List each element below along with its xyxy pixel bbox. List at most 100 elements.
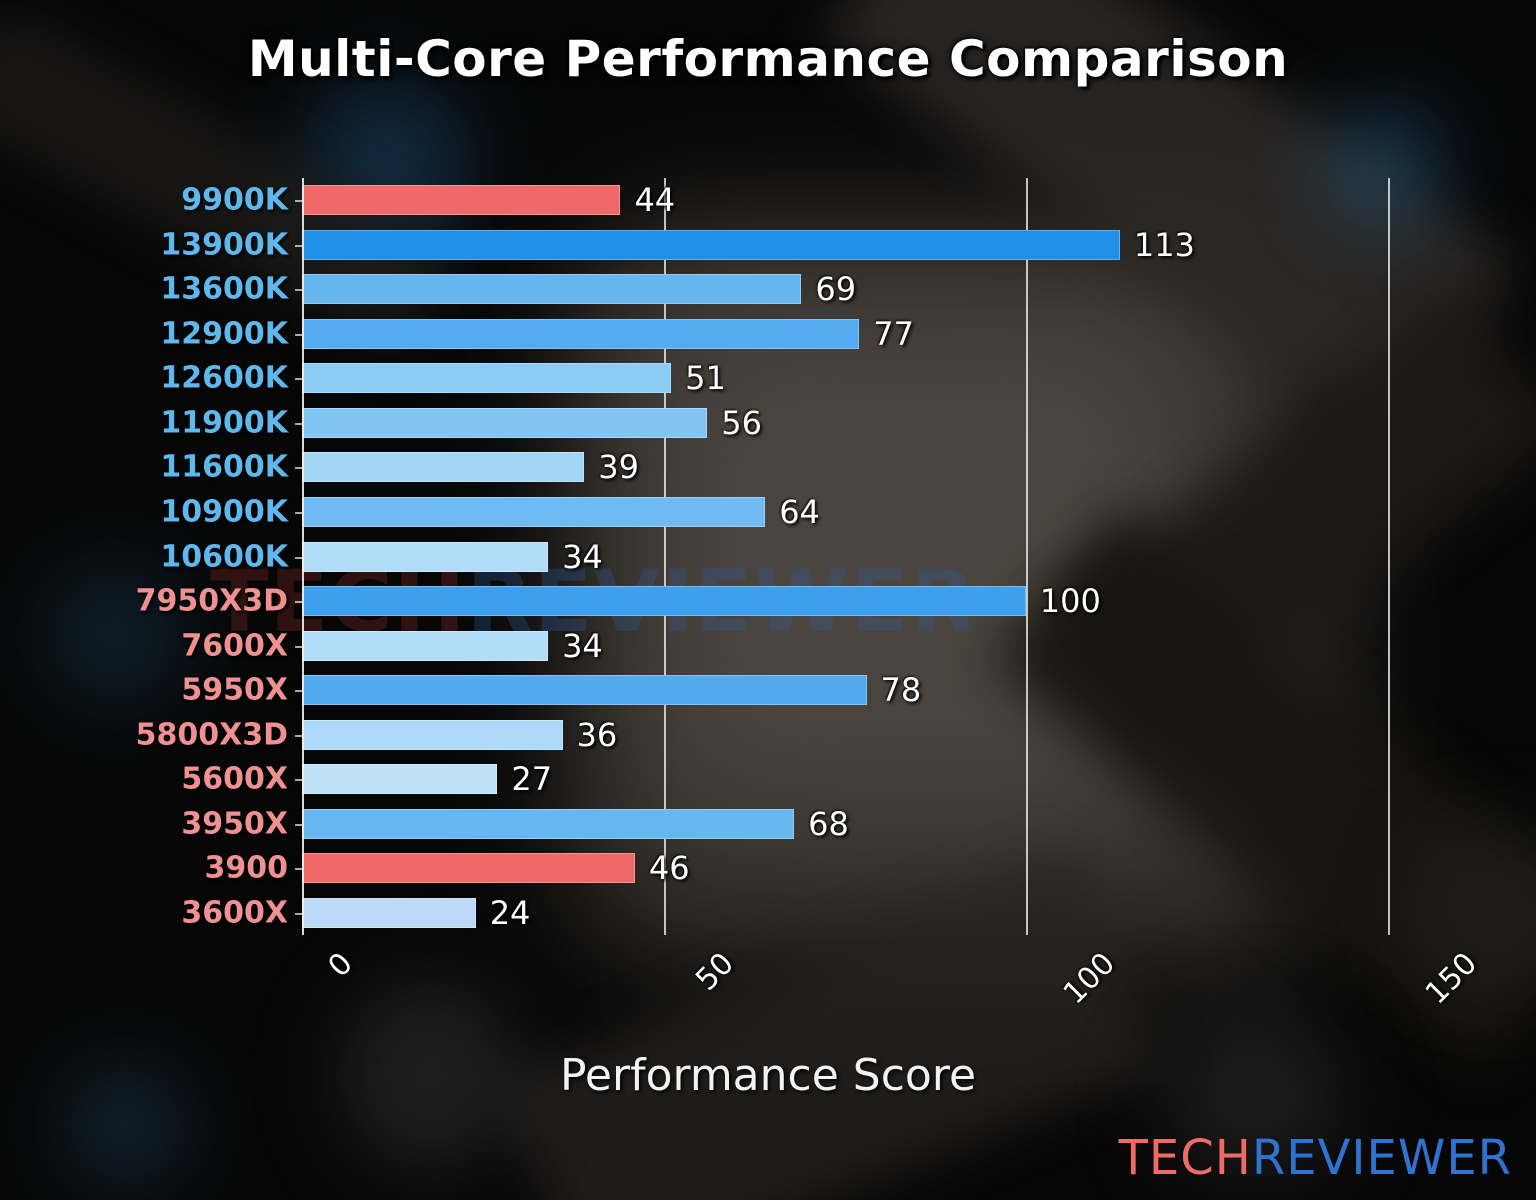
x-axis-tick-label: 150 (1418, 946, 1484, 1012)
bar[interactable] (302, 407, 708, 438)
bg-bokeh (1420, 830, 1536, 980)
bar[interactable] (302, 675, 867, 706)
y-axis-tick (295, 912, 303, 915)
bar[interactable] (302, 452, 585, 483)
bar[interactable] (302, 274, 802, 305)
bar-row: 39 (302, 448, 1460, 486)
bar-value-label: 44 (634, 181, 676, 220)
y-axis-category-label: 12600K (160, 360, 288, 396)
bar-value-label: 39 (598, 448, 639, 487)
bar[interactable] (302, 318, 860, 349)
bar-row: 44 (302, 181, 1460, 219)
brand-logo: TECHREVIEWER (1119, 1130, 1512, 1186)
bar[interactable] (302, 897, 476, 928)
bar[interactable] (302, 764, 498, 795)
x-axis-tick-label: 0 (321, 946, 360, 985)
y-axis-tick (295, 823, 303, 826)
y-axis-tick (295, 422, 303, 425)
y-axis-category-label: 5950X (181, 672, 288, 708)
y-axis-tick (295, 690, 303, 693)
bar-value-label: 56 (721, 403, 763, 442)
bar[interactable] (302, 586, 1026, 617)
plot-region: 44 113 69 77 51 56 39 64 34 100 34 78 36 27 68 46 24 (295, 178, 1460, 935)
y-axis-tick (295, 200, 303, 203)
bar-row: 64 (302, 493, 1460, 531)
y-axis-tick (295, 734, 303, 737)
bar-row: 113 (302, 226, 1460, 264)
bar-value-label: 34 (562, 626, 603, 665)
bar[interactable] (302, 363, 672, 394)
y-axis-line (302, 178, 304, 935)
x-axis-tick-label: 100 (1056, 946, 1122, 1012)
bar[interactable] (302, 808, 795, 839)
bar-row: 34 (302, 627, 1460, 665)
chart-title: Multi-Core Performance Comparison (247, 30, 1289, 88)
bar-row: 100 (302, 582, 1460, 620)
y-axis-category-label: 7950X3D (135, 583, 288, 619)
y-axis-category-label: 7600X (181, 628, 288, 664)
y-axis-category-label: 13900K (160, 227, 288, 263)
bar-row: 24 (302, 894, 1460, 932)
y-axis-tick (295, 645, 303, 648)
y-axis-category-label: 10900K (160, 494, 288, 530)
bar[interactable] (302, 229, 1120, 260)
logo-tech: TECH (1118, 1130, 1252, 1186)
bar-value-label: 68 (808, 804, 849, 843)
bar-row: 46 (302, 849, 1460, 887)
logo-reviewer: REVIEWER (1251, 1130, 1512, 1186)
y-axis-tick (295, 467, 303, 470)
y-axis-category-label: 9900K (181, 182, 288, 218)
y-axis-category-label: 11600K (160, 449, 288, 485)
bar-value-label: 24 (489, 893, 531, 932)
bar-value-label: 46 (648, 849, 690, 888)
bar-row: 56 (302, 404, 1460, 442)
y-axis-category-label: 3600X (181, 895, 288, 931)
bar-row: 68 (302, 805, 1460, 843)
bar-row: 69 (302, 270, 1460, 308)
bar[interactable] (302, 496, 766, 527)
bar-value-label: 64 (779, 492, 820, 531)
bar-value-label: 77 (873, 314, 914, 353)
y-axis-category-label: 5600X (181, 761, 288, 797)
bar-value-label: 34 (562, 537, 603, 576)
x-axis-tick-label: 50 (689, 946, 741, 998)
y-axis-tick (295, 244, 303, 247)
bg-bokeh (1330, 110, 1440, 220)
bar-row: 77 (302, 315, 1460, 353)
bar-row: 27 (302, 760, 1460, 798)
x-axis-label: Performance Score (559, 1050, 977, 1101)
y-axis-tick (295, 601, 303, 604)
bar-row: 36 (302, 716, 1460, 754)
y-axis-category-label: 10600K (160, 539, 288, 574)
bg-bokeh (340, 980, 520, 1170)
y-axis-tick (295, 378, 303, 381)
y-axis-tick (295, 868, 303, 871)
gridline (663, 178, 666, 935)
bar[interactable] (302, 185, 621, 216)
bar[interactable] (302, 630, 549, 661)
bar-value-label: 69 (815, 270, 857, 309)
y-axis-category-label: 3950X (181, 806, 288, 842)
bar-value-label: 100 (1039, 582, 1101, 621)
y-axis-category-label: 3900 (204, 850, 289, 886)
gridline (1025, 178, 1028, 935)
bar-value-label: 36 (576, 715, 618, 754)
bg-bokeh (40, 560, 190, 710)
bar[interactable] (302, 719, 563, 750)
bar-value-label: 51 (685, 359, 726, 398)
y-axis-tick (295, 779, 303, 782)
bar[interactable] (302, 853, 635, 884)
bar-value-label: 27 (511, 760, 553, 799)
bg-bokeh (1160, 1010, 1350, 1180)
y-axis-category-label: 13600K (160, 271, 288, 307)
bar-value-label: 113 (1133, 225, 1195, 264)
y-axis-tick (295, 289, 303, 292)
bar-row: 51 (302, 359, 1460, 397)
y-axis-category-label: 5800X3D (135, 717, 288, 753)
y-axis-category-label: 11900K (160, 405, 288, 441)
bar-row: 78 (302, 671, 1460, 709)
bar[interactable] (302, 541, 549, 572)
y-axis-tick (295, 333, 303, 336)
bg-bokeh (60, 1060, 190, 1190)
